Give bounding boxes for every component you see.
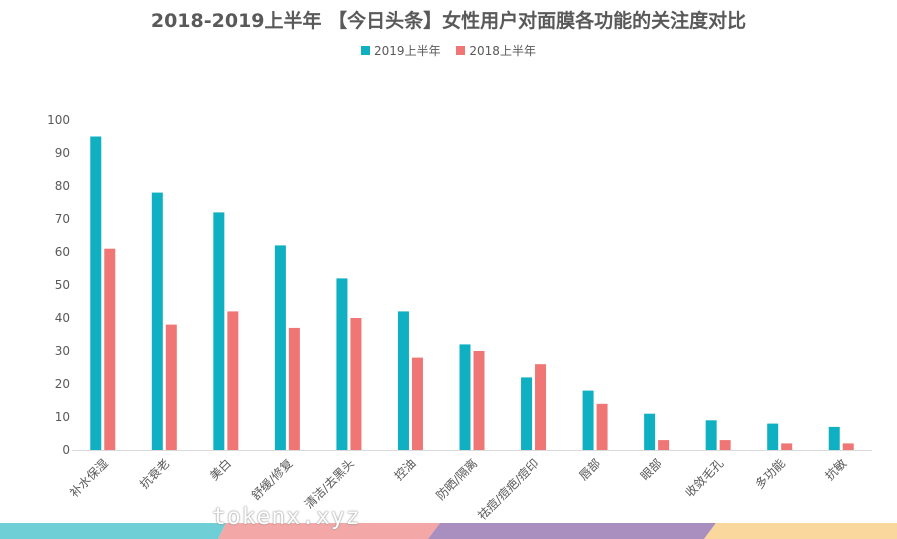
bar-2018 bbox=[535, 364, 547, 450]
bars bbox=[90, 136, 854, 450]
legend-swatch-2019 bbox=[361, 46, 371, 55]
bar-2019 bbox=[705, 420, 717, 450]
bar-2019 bbox=[151, 192, 163, 450]
bar-2018 bbox=[719, 440, 731, 450]
x-tick-label: 舒缓/修复 bbox=[248, 456, 295, 503]
x-tick-label: 美白 bbox=[206, 456, 234, 484]
bar-2019 bbox=[90, 136, 102, 450]
band-segment-purple bbox=[428, 523, 716, 539]
watermark-text: tokenx.xyz bbox=[212, 504, 361, 530]
x-axis-labels: 补水保湿 抗衰老 美白 舒缓/修复 清洁/去黑头 控油 防晒/隔离祛痘/痘疤/痘印 唇部 眼部收… bbox=[66, 456, 849, 523]
y-tick-label: 10 bbox=[55, 410, 70, 424]
x-tick-label: 多功能 bbox=[752, 456, 787, 491]
bar-2018 bbox=[165, 324, 177, 450]
bar-2018 bbox=[411, 357, 423, 450]
x-tick-label: 眼部 bbox=[637, 456, 665, 484]
bar-2019 bbox=[521, 377, 533, 450]
bar-2018 bbox=[227, 311, 239, 450]
bar-2019 bbox=[828, 426, 840, 450]
x-tick-label: 抗敏 bbox=[822, 456, 850, 484]
legend: 2019上半年 2018上半年 bbox=[0, 42, 897, 59]
y-tick-label: 70 bbox=[55, 212, 70, 226]
bar-2018 bbox=[842, 443, 854, 450]
y-tick-label: 50 bbox=[55, 278, 70, 292]
y-axis: 0 10 20 30 40 50 60 70 80 90 100 bbox=[47, 113, 70, 457]
bar-2019 bbox=[336, 278, 348, 450]
legend-item-2018: 2018上半年 bbox=[456, 42, 536, 59]
y-tick-label: 0 bbox=[62, 443, 70, 457]
bar-2018 bbox=[781, 443, 793, 450]
x-tick-label: 唇部 bbox=[576, 456, 604, 484]
bar-2018 bbox=[473, 351, 485, 450]
y-tick-label: 100 bbox=[47, 113, 70, 127]
bar-2019 bbox=[397, 311, 409, 450]
bar-2018 bbox=[104, 248, 116, 450]
x-tick-label: 抗衰老 bbox=[136, 456, 172, 492]
band-segment-yellow bbox=[704, 523, 897, 539]
chart-title: 2018-2019上半年 【今日头条】女性用户对面膜各功能的关注度对比 bbox=[150, 10, 747, 32]
bar-2018 bbox=[350, 318, 362, 450]
bar-2019 bbox=[582, 390, 594, 450]
bar-2018 bbox=[658, 440, 670, 450]
legend-label-2018: 2018上半年 bbox=[469, 44, 536, 58]
bar-2019 bbox=[274, 245, 286, 450]
bar-2018 bbox=[596, 403, 608, 450]
x-tick-label: 祛痘/痘疤/痘印 bbox=[474, 456, 541, 523]
y-tick-label: 20 bbox=[55, 377, 70, 391]
band-segment-pink bbox=[218, 523, 440, 539]
decorative-color-band bbox=[0, 523, 897, 539]
x-tick-label: 防晒/隔离 bbox=[433, 456, 480, 503]
x-tick-label: 补水保湿 bbox=[66, 456, 111, 501]
legend-label-2019: 2019上半年 bbox=[374, 44, 441, 58]
y-tick-label: 40 bbox=[55, 311, 70, 325]
y-tick-label: 30 bbox=[55, 344, 70, 358]
bar-2018 bbox=[288, 327, 300, 450]
legend-item-2019: 2019上半年 bbox=[361, 42, 441, 59]
y-tick-label: 80 bbox=[55, 179, 70, 193]
x-tick-label: 控油 bbox=[392, 456, 419, 483]
bar-2019 bbox=[213, 212, 225, 450]
bar-2019 bbox=[767, 423, 779, 450]
x-tick-label: 收敛毛孔 bbox=[682, 456, 727, 501]
bar-2019 bbox=[644, 413, 656, 450]
legend-swatch-2018 bbox=[456, 46, 466, 55]
y-tick-label: 90 bbox=[55, 146, 70, 160]
bar-2019 bbox=[459, 344, 471, 450]
y-tick-label: 60 bbox=[55, 245, 70, 259]
band-segment-teal bbox=[0, 523, 226, 539]
